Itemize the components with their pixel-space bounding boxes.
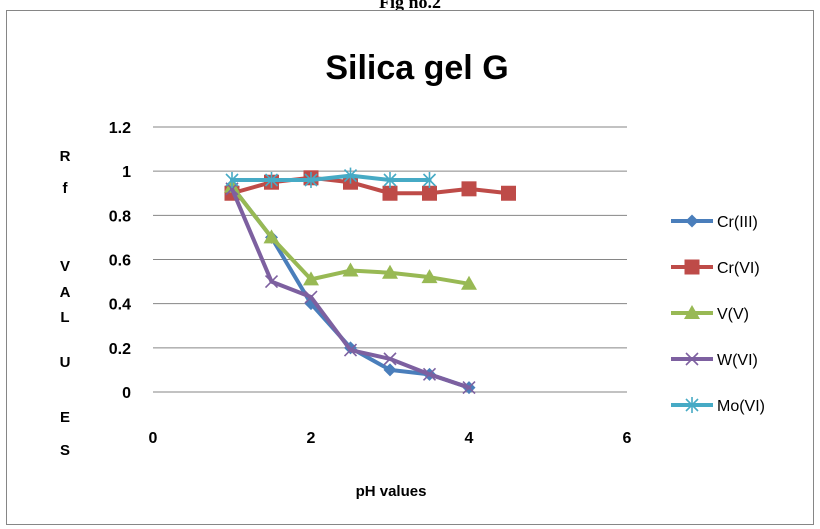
x-tick-label: 4 [465, 430, 474, 447]
marker-stroke [685, 352, 699, 366]
line-chart: Silica gel G 0 0.2 0.4 0.6 0.8 1 1.2 0 2 4 6 pH valu… [60, 49, 765, 500]
legend-label: Cr(VI) [717, 260, 760, 277]
legend-item: Cr(VI) [671, 259, 760, 277]
y-axis-label-char: L [60, 309, 69, 326]
x-tick-label: 2 [307, 430, 316, 447]
y-axis-label-char: V [60, 258, 70, 275]
marker-stroke [462, 381, 476, 395]
y-tick-label: 0 [122, 385, 131, 402]
data-point [342, 262, 359, 277]
data-point [685, 397, 699, 413]
marker-stroke [383, 352, 397, 366]
marker-stroke [343, 343, 358, 357]
data-point [304, 290, 318, 304]
y-axis-label-char: S [60, 442, 70, 459]
data-point [225, 172, 239, 188]
data-point [343, 167, 358, 184]
data-point [304, 172, 318, 188]
legend-item: Mo(VI) [671, 397, 765, 415]
figure-caption: Fig no.2 [378, 0, 441, 12]
data-point [461, 275, 477, 290]
data-point [382, 185, 398, 201]
y-axis-label-char: A [60, 284, 71, 301]
chart-title: Silica gel G [325, 49, 508, 87]
x-axis-label: pH values [356, 483, 427, 500]
y-tick-label: 0.6 [109, 253, 131, 270]
y-tick-label: 0.4 [109, 297, 131, 314]
chart-frame: Silica gel G 0 0.2 0.4 0.6 0.8 1 1.2 0 2 4 6 pH valu… [6, 10, 814, 525]
x-tick-label: 6 [623, 430, 632, 447]
series-line-W(VI) [230, 186, 471, 390]
data-point [684, 305, 700, 319]
legend-label: Cr(III) [717, 214, 758, 231]
data-point [422, 172, 437, 188]
y-tick-label: 1.2 [109, 120, 131, 137]
legend-item: W(VI) [671, 352, 758, 369]
y-axis-label-char: U [60, 354, 71, 371]
series-line-Mo(VI) [230, 173, 432, 182]
series-markers-V(V) [224, 178, 477, 290]
y-tick-label: 0.8 [109, 208, 131, 225]
marker-stroke [422, 367, 437, 381]
y-axis-label-char: f [63, 180, 69, 197]
data-point [462, 381, 476, 395]
legend-label: W(VI) [717, 352, 758, 369]
x-tick-label: 0 [149, 430, 158, 447]
series-line-Cr(III) [230, 184, 471, 390]
y-tick-label: 0.2 [109, 341, 131, 358]
y-axis-label-char: R [60, 148, 71, 165]
data-point [461, 181, 477, 197]
data-point [264, 275, 279, 289]
y-tick-label: 1 [122, 164, 131, 181]
legend-label: Mo(VI) [717, 398, 765, 415]
series-markers-Cr(III) [225, 180, 476, 395]
data-point [422, 185, 437, 201]
series-markers-Cr(VI) [224, 170, 516, 201]
series-markers-W(VI) [225, 182, 476, 395]
legend-item: V(V) [671, 305, 749, 323]
data-point [421, 269, 438, 284]
data-point [343, 343, 358, 357]
data-point [382, 264, 398, 279]
data-point [684, 259, 700, 275]
data-point [263, 229, 280, 244]
data-point [685, 352, 699, 366]
data-point [383, 352, 397, 366]
data-point [685, 214, 699, 228]
data-point [264, 172, 279, 188]
data-point [501, 185, 516, 201]
legend-item: Cr(III) [671, 214, 758, 231]
series-markers-Mo(VI) [225, 167, 437, 188]
marker-stroke [264, 275, 279, 289]
data-point [303, 271, 319, 286]
data-point [383, 363, 397, 377]
data-point [383, 172, 397, 188]
data-point [422, 367, 437, 381]
legend-label: V(V) [717, 306, 749, 323]
marker-stroke [304, 290, 318, 304]
y-axis-label-char: E [60, 409, 70, 426]
